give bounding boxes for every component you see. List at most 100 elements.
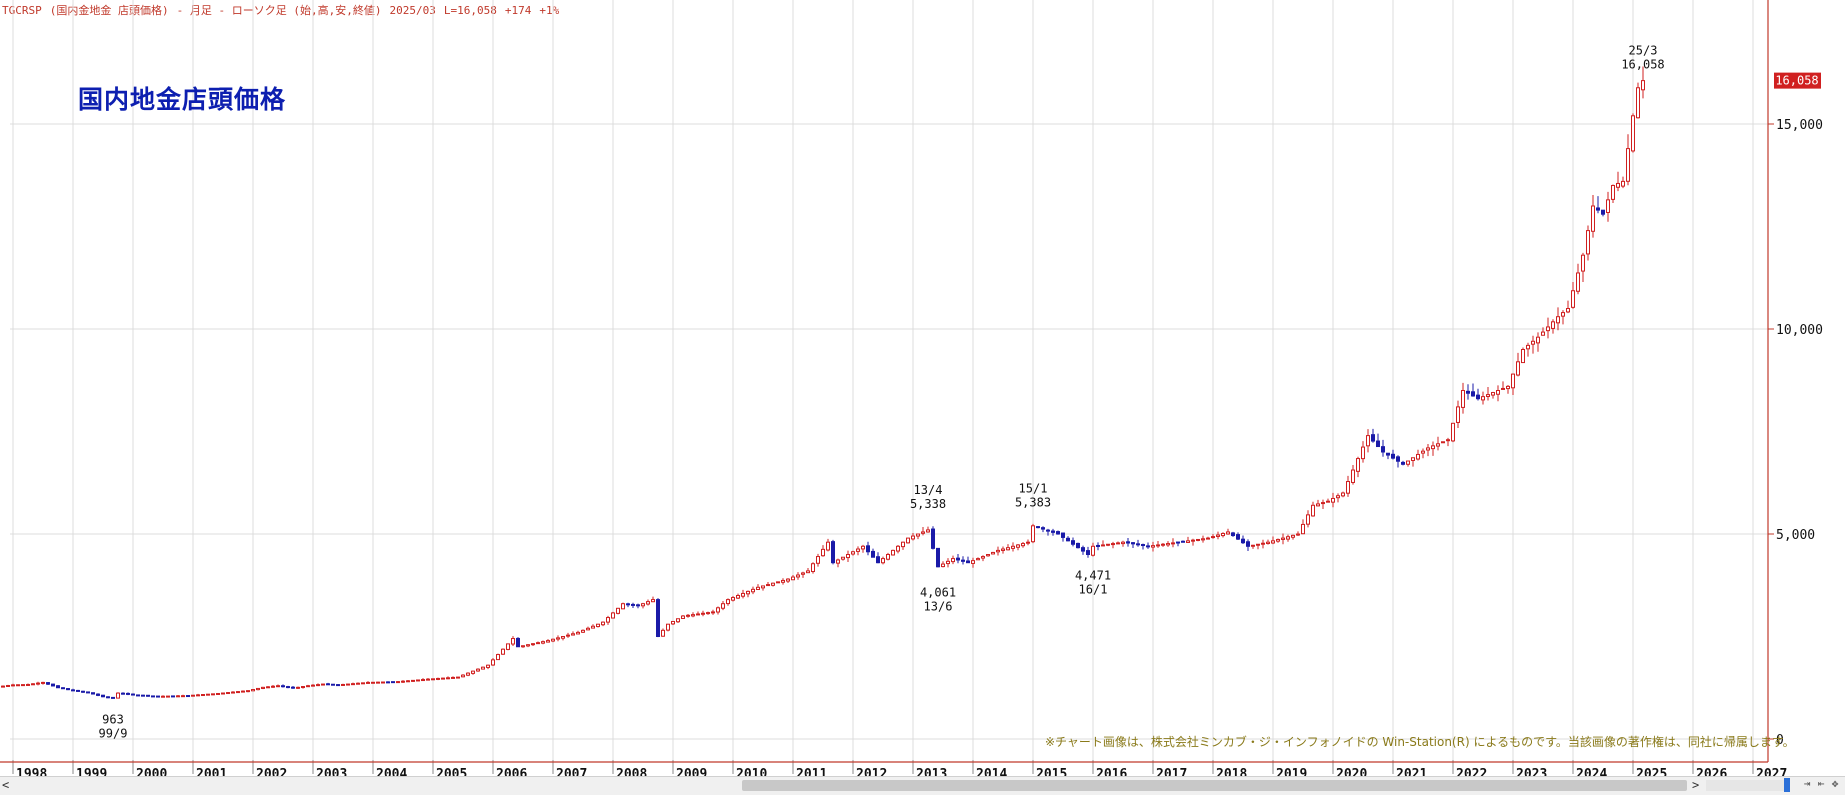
candle-body	[621, 603, 625, 610]
candle-body	[886, 554, 890, 560]
candle-body	[126, 692, 130, 695]
annotation-value: 4,061	[920, 585, 956, 599]
candle-body	[671, 620, 675, 625]
candle-body	[291, 686, 295, 689]
candle-body	[976, 558, 980, 561]
candle-body	[36, 682, 40, 685]
candle-body	[641, 603, 645, 607]
candle-body	[1641, 80, 1645, 91]
candle-body	[881, 558, 885, 564]
candle-body	[586, 627, 590, 631]
candle-body	[1361, 446, 1365, 460]
horizontal-scrollbar[interactable]: < > ⇥ ⇤ ✥	[0, 776, 1845, 795]
candle-body	[1606, 199, 1610, 213]
candle-body	[1496, 390, 1500, 395]
candle-body	[1426, 447, 1430, 451]
candle-body	[1556, 316, 1560, 324]
candle-body	[1636, 87, 1640, 119]
candle-body	[301, 686, 305, 689]
candle-body	[276, 685, 280, 688]
candle-body	[576, 631, 580, 635]
candle-body	[1151, 545, 1155, 548]
candle-body	[121, 692, 125, 695]
candle-body	[791, 576, 795, 581]
candle-body	[1396, 456, 1400, 462]
candle-body	[31, 683, 35, 686]
scroll-thumb[interactable]	[742, 780, 1687, 791]
candle-body	[331, 683, 335, 686]
candle-body	[1481, 396, 1485, 401]
candle-body	[631, 603, 635, 606]
candle-body	[196, 694, 200, 697]
candle-body	[946, 560, 950, 565]
candle-body	[1251, 544, 1255, 547]
price-annotation: 25/316,058	[1621, 44, 1664, 72]
zoom-track[interactable]	[1706, 780, 1786, 791]
candle-body	[1111, 543, 1115, 546]
candle-body	[341, 683, 345, 686]
candle-body	[1146, 545, 1150, 548]
candle-body	[616, 607, 620, 614]
candle-body	[841, 556, 845, 560]
crosshair-icon[interactable]: ✥	[1831, 777, 1839, 790]
scroll-left-arrow-icon[interactable]: <	[2, 778, 10, 792]
annotations: 96399/913/45,3384,06113/615/15,3834,4711…	[99, 44, 1665, 741]
candle-body	[1451, 422, 1455, 442]
candle-body	[986, 554, 990, 557]
candle-body	[516, 637, 520, 648]
candle-body	[1236, 534, 1240, 540]
candle-body	[336, 684, 340, 687]
candle-body	[851, 551, 855, 555]
candle-body	[1231, 532, 1235, 537]
candle-body	[1211, 536, 1215, 539]
annotation-date: 25/3	[1629, 44, 1658, 58]
candle-body	[826, 541, 830, 551]
candle-body	[836, 559, 840, 564]
candle-body	[796, 574, 800, 578]
zoom-out-icon[interactable]: ⇤	[1817, 777, 1825, 790]
candle-body	[966, 560, 970, 564]
candle-body	[1456, 406, 1460, 423]
candle-body	[511, 638, 515, 645]
zoom-in-icon[interactable]: ⇥	[1803, 777, 1811, 790]
candle-body	[171, 695, 175, 698]
candle-body	[646, 601, 650, 605]
candle-body	[1626, 148, 1630, 182]
candle-body	[871, 550, 875, 558]
candle-body	[751, 588, 755, 593]
candle-body	[166, 695, 170, 698]
annotation-date: 16/1	[1079, 583, 1108, 597]
candle-body	[926, 529, 930, 533]
scroll-right-arrow-icon[interactable]: >	[1692, 778, 1700, 792]
candle-body	[1366, 435, 1370, 447]
candle-body	[186, 695, 190, 698]
annotation-date: 13/6	[924, 599, 953, 613]
candle-body	[406, 680, 410, 683]
candle-body	[361, 682, 365, 685]
candle-body	[1411, 457, 1415, 461]
candle-body	[151, 695, 155, 698]
candle-body	[156, 695, 160, 698]
candle-body	[1226, 531, 1230, 535]
y-tick-label: 10,000	[1776, 323, 1823, 338]
zoom-handle[interactable]	[1784, 778, 1790, 792]
instrument-name: (国内金地金 店頭価格)	[49, 4, 169, 17]
candle-body	[1326, 500, 1330, 503]
candle-body	[321, 683, 325, 686]
candle-body	[1296, 533, 1300, 536]
candle-body	[1471, 391, 1475, 397]
candle-body	[721, 603, 725, 609]
candle-body	[941, 563, 945, 568]
candle-body	[346, 683, 350, 686]
candle-body	[401, 680, 405, 683]
candle-body	[311, 684, 315, 687]
candle-body	[46, 682, 50, 685]
candle-body	[521, 645, 525, 648]
candle-body	[1196, 538, 1200, 541]
candle-body	[386, 681, 390, 684]
candle-body	[1336, 495, 1340, 499]
candle-body	[326, 683, 330, 686]
candle-body	[466, 672, 470, 676]
candle-body	[781, 579, 785, 583]
